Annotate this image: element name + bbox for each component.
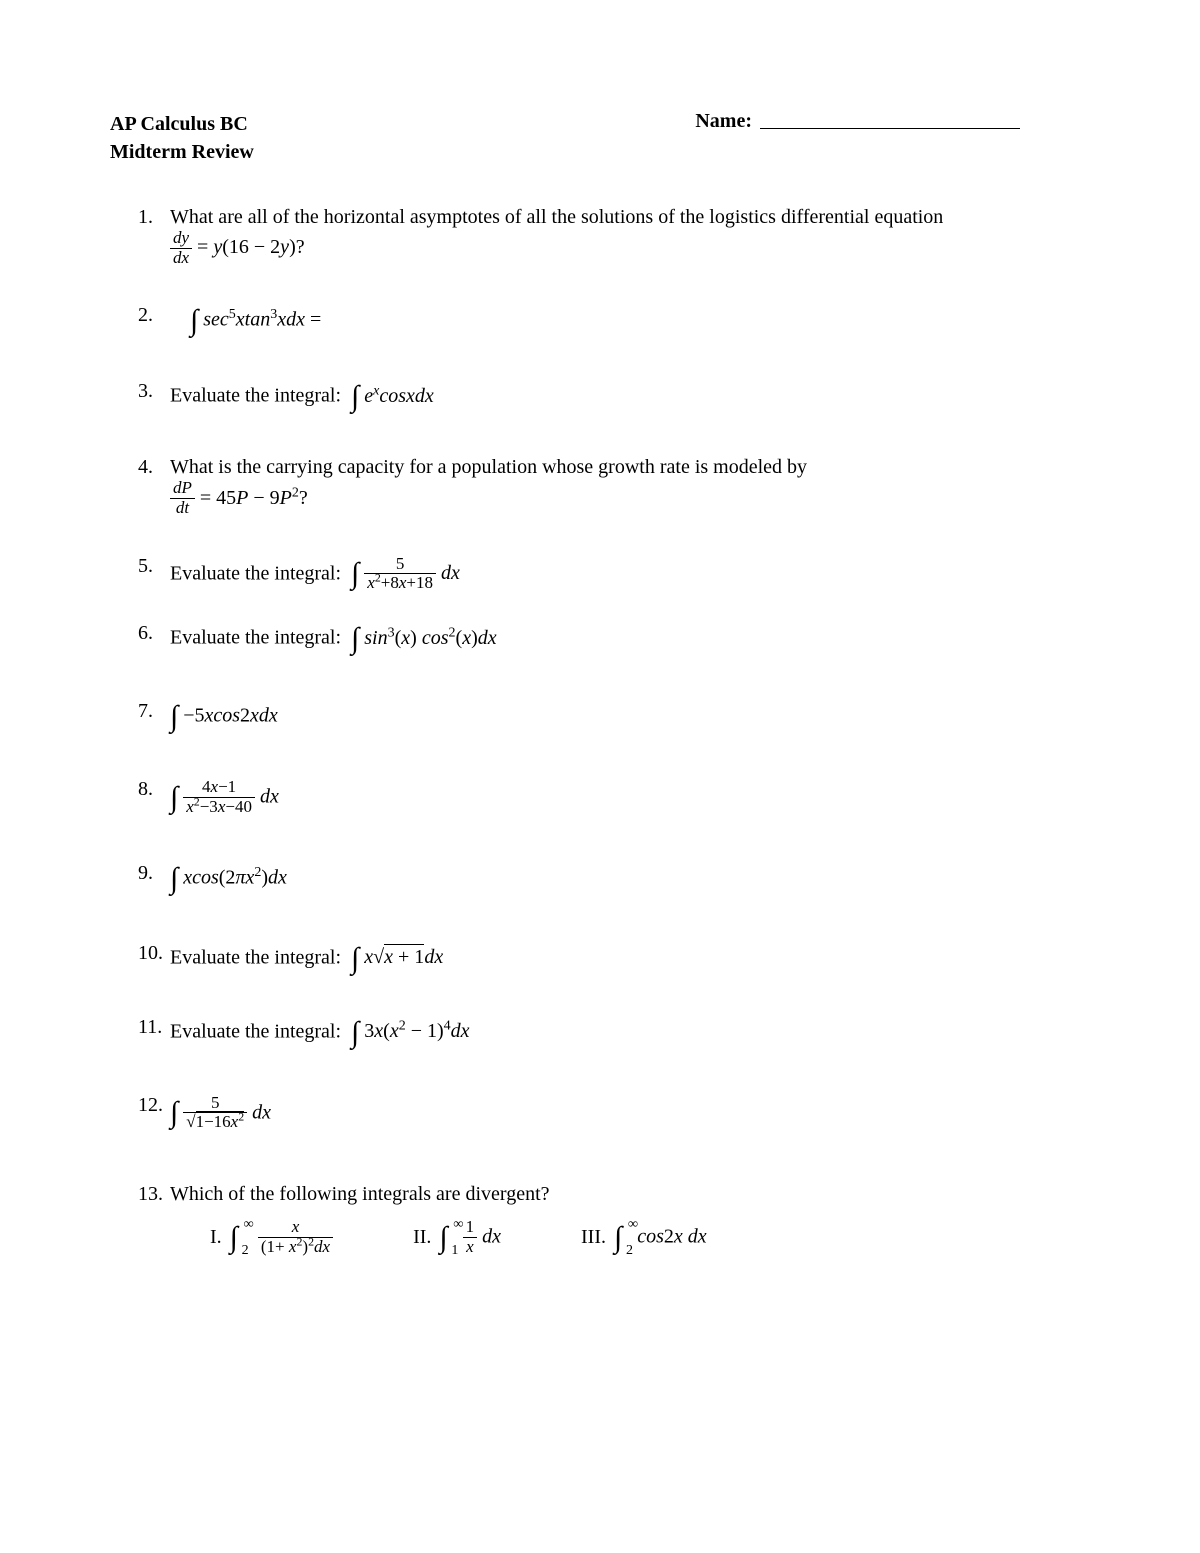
question-body: Evaluate the integral: ∫ 5x2+8x+18 dx (170, 555, 1100, 594)
question-number: 4. (138, 456, 170, 479)
question-2: 2. ∫ sec5xtan3xdx = (138, 304, 1100, 338)
question-body: ∫ −5xcos2xdx (170, 700, 1100, 734)
question-body: ∫ sec5xtan3xdx = (170, 304, 1100, 338)
question-body: Evaluate the integral: ∫ sin3(x) cos2(x)… (170, 622, 1100, 656)
question-body: ∫ 4x−1x2−3x−40 dx (170, 778, 1100, 817)
question-6: 6. Evaluate the integral: ∫ sin3(x) cos2… (138, 622, 1100, 656)
question-8: 8. ∫ 4x−1x2−3x−40 dx (138, 778, 1100, 817)
integral-icon: ∫ (351, 1016, 359, 1050)
question-body: Evaluate the integral: ∫ 3x(x2 − 1)4dx (170, 1016, 1100, 1050)
question-number: 1. (138, 206, 170, 229)
name-blank-line (760, 110, 1020, 129)
equation: dydx = y(16 − 2y)? (170, 236, 305, 258)
question-number: 2. (138, 304, 170, 327)
choices-row: I. ∫∞2 x(1+ x2)2dx II. ∫∞1 1x dx (170, 1218, 1100, 1257)
question-9: 9. ∫ xcos(2πx2)dx (138, 862, 1100, 896)
question-body: What is the carrying capacity for a popu… (170, 456, 1100, 518)
question-text: Evaluate the integral: (170, 946, 341, 968)
choice-label: I. (210, 1226, 222, 1249)
question-body: Evaluate the integral: ∫ excosxdx (170, 380, 1100, 414)
integral-icon: ∫ (351, 557, 359, 591)
choice-2: II. ∫∞1 1x dx (413, 1218, 501, 1257)
question-text: What are all of the horizontal asymptote… (170, 206, 943, 228)
question-text: Evaluate the integral: (170, 1020, 341, 1042)
integral-icon: ∫ (351, 942, 359, 976)
equation: ∫ 3x(x2 − 1)4dx (346, 1020, 470, 1042)
integral-icon: ∫ (351, 380, 359, 414)
equation: ∫ x√x + 1dx (346, 946, 443, 968)
equation: ∫∞2 x(1+ x2)2dx (230, 1218, 333, 1257)
question-number: 5. (138, 555, 170, 578)
equation: ∫ sin3(x) cos2(x)dx (346, 627, 497, 649)
question-4: 4. What is the carrying capacity for a p… (138, 456, 1100, 518)
header-left: AP Calculus BC Midterm Review (110, 110, 254, 166)
question-number: 12. (138, 1094, 170, 1117)
integral-icon: ∫ (190, 304, 198, 338)
question-number: 9. (138, 862, 170, 885)
integral-icon: ∫ (170, 862, 178, 896)
integral-icon: ∫ (170, 1096, 178, 1130)
question-number: 13. (138, 1183, 170, 1206)
question-body: ∫ 5√1−16x2 dx (170, 1094, 1100, 1133)
integral-icon: ∫ (170, 700, 178, 734)
question-body: ∫ xcos(2πx2)dx (170, 862, 1100, 896)
header: AP Calculus BC Midterm Review Name: (110, 110, 1100, 166)
equation: dPdt = 45P − 9P2? (170, 487, 308, 509)
question-number: 11. (138, 1016, 170, 1039)
course-subtitle: Midterm Review (110, 138, 254, 166)
equation: ∫∞2 cos2x dx (614, 1221, 707, 1255)
equation: ∫ excosxdx (346, 385, 434, 407)
question-5: 5. Evaluate the integral: ∫ 5x2+8x+18 dx (138, 555, 1100, 594)
equation: ∫∞1 1x dx (439, 1218, 501, 1257)
integral-icon: ∫ (170, 781, 178, 815)
integral-icon: ∫ (351, 622, 359, 656)
question-text: Which of the following integrals are div… (170, 1183, 550, 1205)
question-number: 3. (138, 380, 170, 403)
question-7: 7. ∫ −5xcos2xdx (138, 700, 1100, 734)
header-right: Name: (695, 110, 1100, 166)
question-body: Evaluate the integral: ∫ x√x + 1dx (170, 942, 1100, 976)
course-title: AP Calculus BC (110, 110, 254, 138)
question-text: Evaluate the integral: (170, 562, 341, 584)
question-1: 1. What are all of the horizontal asympt… (138, 206, 1100, 268)
question-text: Evaluate the integral: (170, 385, 341, 407)
question-12: 12. ∫ 5√1−16x2 dx (138, 1094, 1100, 1133)
questions-list: 1. What are all of the horizontal asympt… (110, 206, 1100, 1257)
question-10: 10. Evaluate the integral: ∫ x√x + 1dx (138, 942, 1100, 976)
question-body: What are all of the horizontal asymptote… (170, 206, 1100, 268)
name-label: Name: (695, 110, 752, 133)
choice-label: II. (413, 1226, 431, 1249)
question-11: 11. Evaluate the integral: ∫ 3x(x2 − 1)4… (138, 1016, 1100, 1050)
question-number: 7. (138, 700, 170, 723)
question-3: 3. Evaluate the integral: ∫ excosxdx (138, 380, 1100, 414)
question-text: What is the carrying capacity for a popu… (170, 456, 807, 478)
question-number: 8. (138, 778, 170, 801)
choice-label: III. (581, 1226, 606, 1249)
question-number: 10. (138, 942, 170, 965)
equation: ∫ 5x2+8x+18 dx (346, 562, 460, 584)
choice-3: III. ∫∞2 cos2x dx (581, 1218, 707, 1257)
question-13: 13. Which of the following integrals are… (138, 1183, 1100, 1257)
question-text: Evaluate the integral: (170, 627, 341, 649)
question-body: Which of the following integrals are div… (170, 1183, 1100, 1257)
question-number: 6. (138, 622, 170, 645)
choice-1: I. ∫∞2 x(1+ x2)2dx (210, 1218, 333, 1257)
page: AP Calculus BC Midterm Review Name: 1. W… (0, 0, 1200, 1553)
